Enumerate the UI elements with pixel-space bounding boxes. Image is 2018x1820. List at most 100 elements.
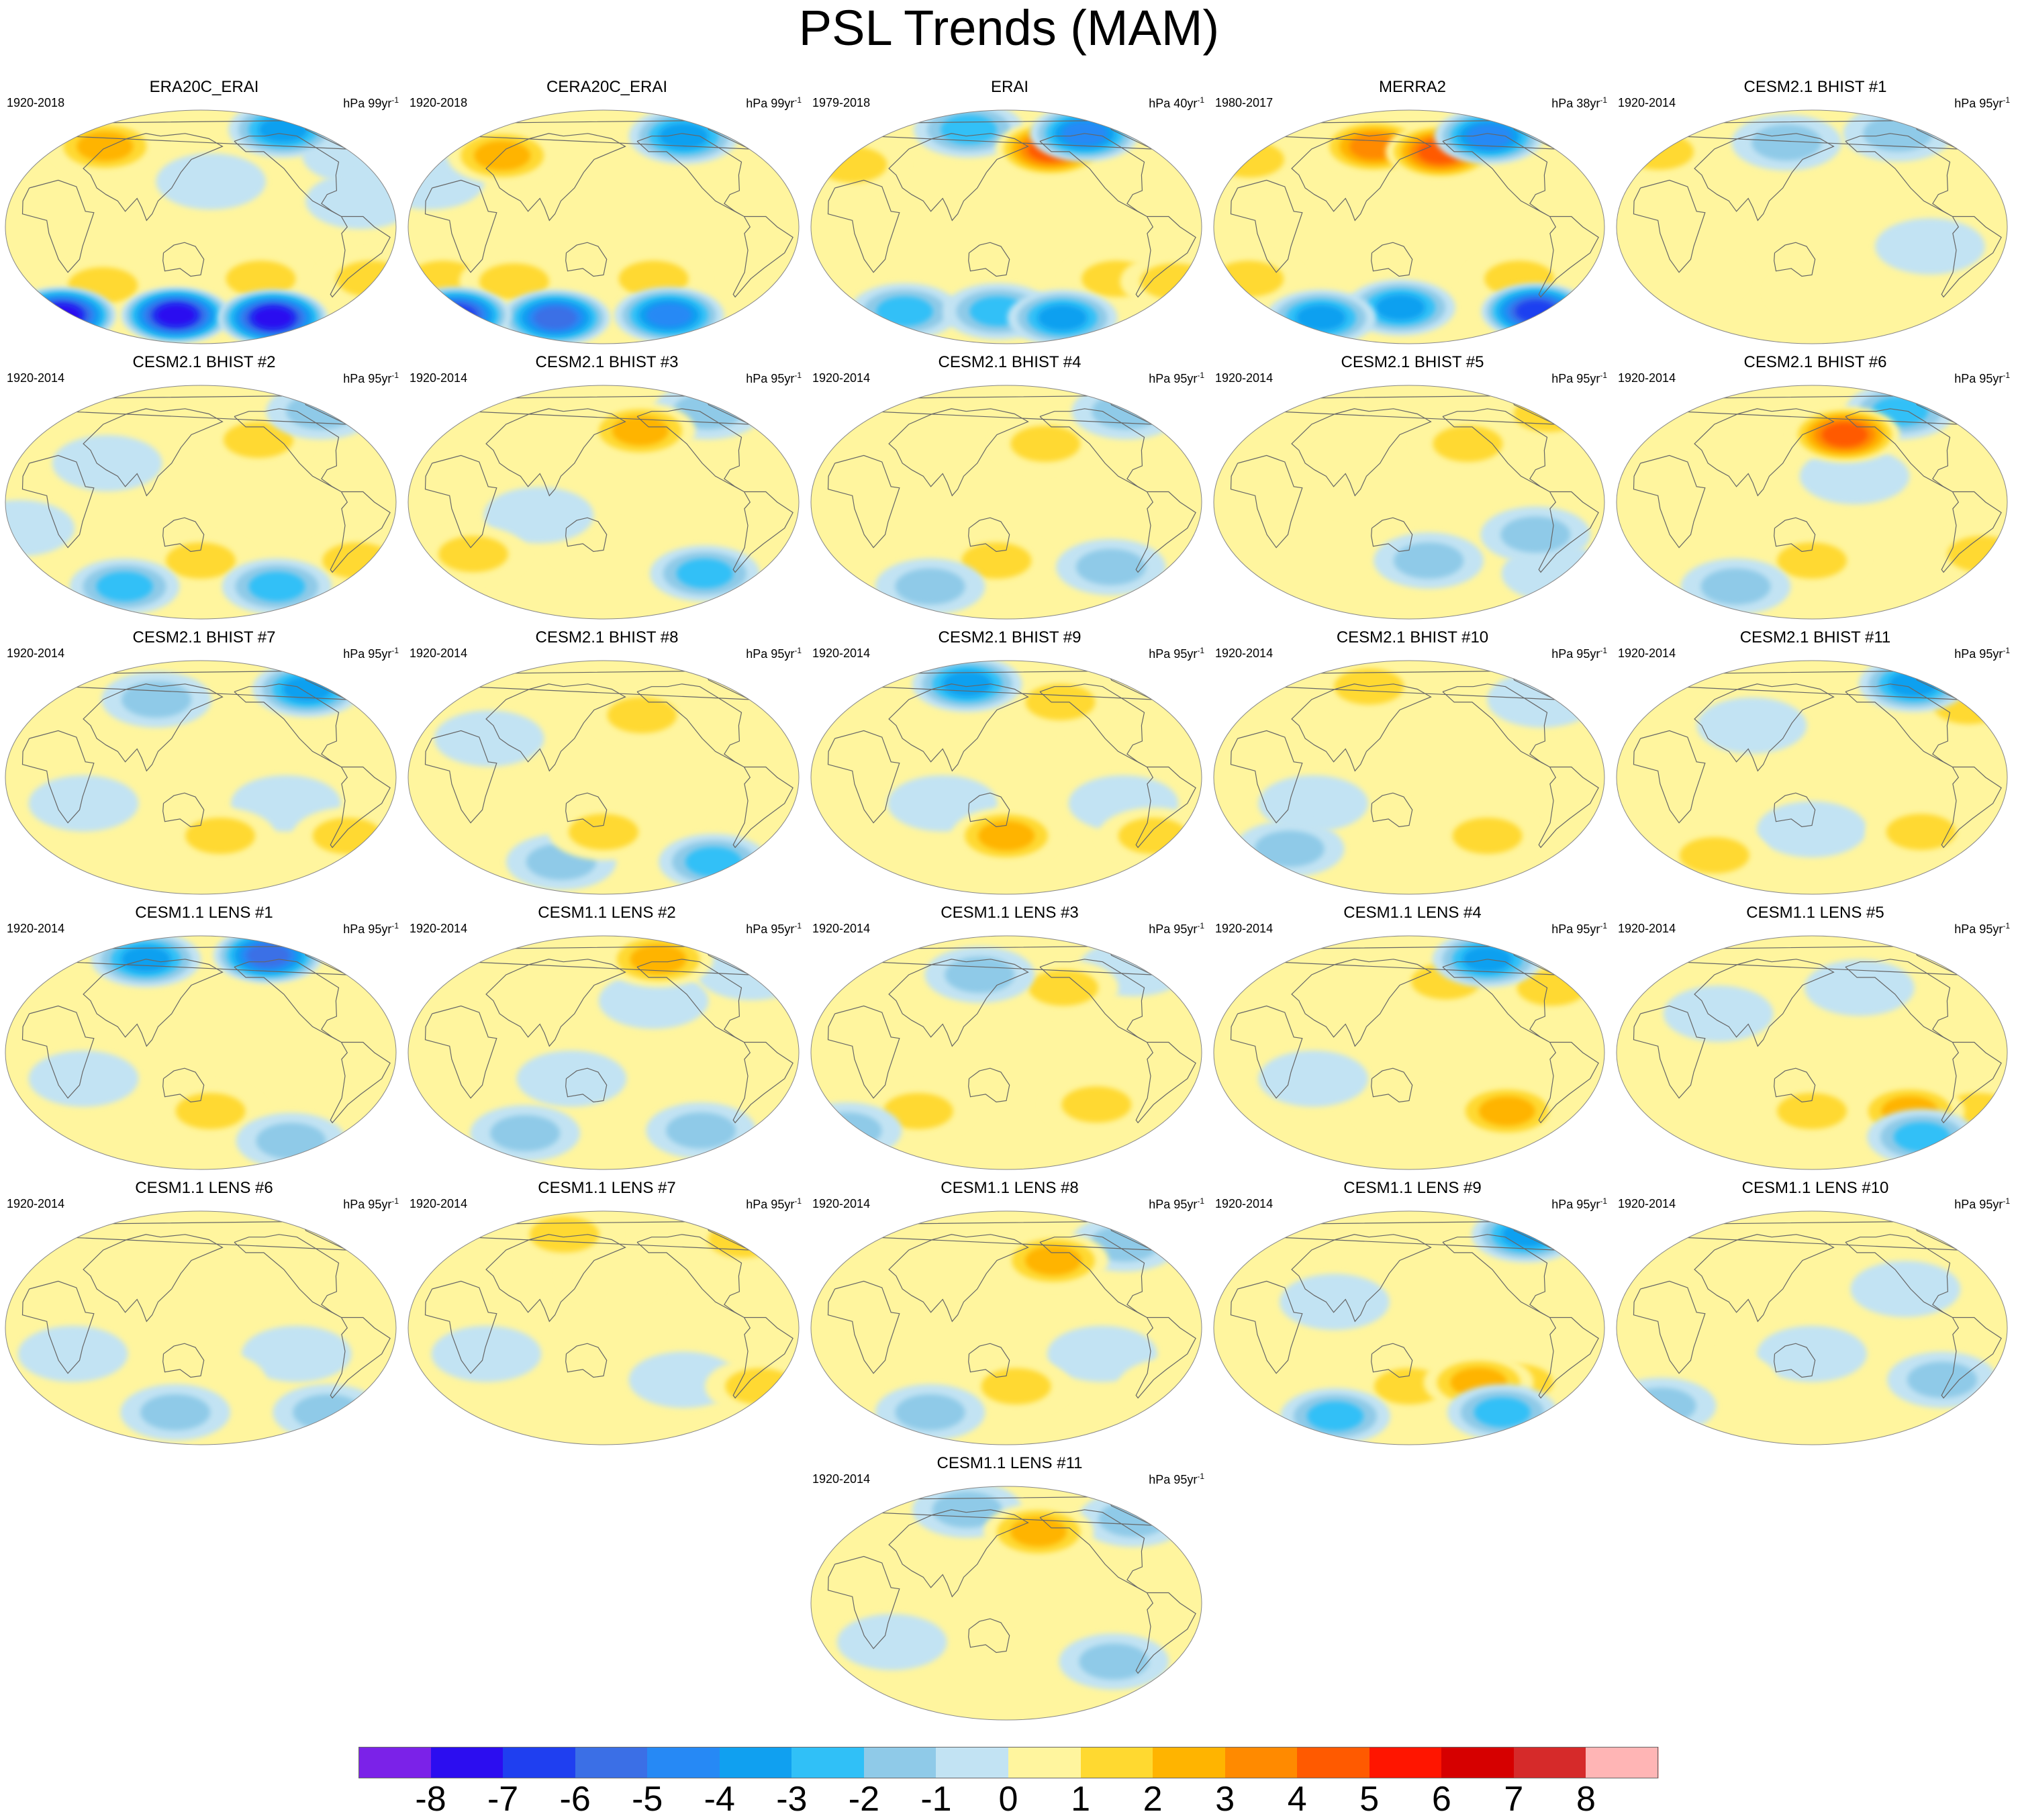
coastline: [83, 133, 224, 222]
coastline: [1135, 1316, 1196, 1399]
contour-level: [951, 1633, 1061, 1690]
contour-level: [77, 132, 134, 162]
coastline: [732, 215, 794, 298]
panel-title: CESM2.1 BHIST #7: [132, 628, 276, 646]
contour-level: [1500, 516, 1571, 553]
contour-level: [612, 416, 669, 446]
coastline: [1135, 1592, 1196, 1674]
panel-units: hPa 95yr-1: [343, 371, 399, 385]
contour-level: [696, 944, 799, 1001]
colorbar-tick-label: 4: [1287, 1780, 1307, 1819]
map-panel-lens1: CESM1.1 LENS #1 1920-2014 hPa 95yr-1: [3, 904, 405, 1172]
contour-level: [1700, 568, 1771, 605]
panel-title: CESM2.1 BHIST #8: [535, 628, 679, 646]
panel-units: hPa 95yr-1: [746, 371, 802, 385]
map-outline: [810, 660, 1202, 895]
coastline: [1442, 133, 1550, 218]
contour-level: [96, 571, 153, 602]
contour-level: [529, 1216, 599, 1253]
contour-level: [725, 1368, 796, 1404]
contour-level: [1636, 250, 1747, 307]
contour-level: [1888, 671, 1939, 698]
colorbar-swatch: [719, 1747, 792, 1778]
panel-period: 1979-2018: [812, 96, 871, 109]
coastline: [330, 1041, 391, 1124]
colorbar-tick-label: 5: [1359, 1780, 1380, 1819]
coastline: [636, 683, 744, 768]
map-contour-plot: [5, 1210, 397, 1445]
coastline: [888, 408, 1029, 497]
map-panel-lens8: CESM1.1 LENS #8 1920-2014 hPa 95yr-1: [808, 1179, 1211, 1447]
panel-title: CESM2.1 BHIST #2: [132, 353, 276, 371]
contour-level: [122, 681, 191, 718]
map-contour-plot: [407, 385, 800, 620]
colorbar-tick-label: 6: [1431, 1780, 1451, 1819]
panel-period: 1920-2014: [1215, 371, 1274, 385]
coastline: [1135, 1041, 1196, 1124]
coastline: [1538, 1041, 1599, 1124]
coastline: [1774, 1343, 1816, 1378]
contour-level: [185, 818, 256, 854]
panel-period: 1920-2014: [1215, 922, 1274, 935]
coastline: [1230, 1005, 1303, 1099]
map-contour-plot: [1616, 660, 2008, 895]
contour-level: [1777, 542, 1847, 579]
coastline: [827, 179, 900, 273]
map-outline: [1616, 935, 2008, 1170]
panel-units: hPa 95yr-1: [1954, 921, 2010, 936]
panel-units: hPa 95yr-1: [746, 921, 802, 936]
coastline: [1291, 959, 1432, 1047]
coastline: [63, 395, 348, 425]
coastline: [330, 215, 391, 298]
panel-units: hPa 95yr-1: [746, 646, 802, 661]
coastline: [83, 408, 224, 497]
coastline: [565, 242, 608, 277]
map-contour-plot: [1213, 385, 1605, 620]
map-panel-erai: ERAI 1979-2018 hPa 40yr-1: [808, 78, 1211, 346]
coastline: [968, 1067, 1010, 1103]
contour-level: [1037, 304, 1088, 331]
panel-units: hPa 95yr-1: [1149, 1196, 1204, 1211]
colorbar-tick-label: 1: [1071, 1780, 1090, 1819]
panel-period: 1920-2014: [1618, 646, 1676, 660]
coastline: [1135, 215, 1196, 298]
coastline: [234, 133, 342, 218]
coastline: [424, 454, 497, 548]
contour-level: [1799, 448, 1910, 505]
map-contour-plot: [5, 385, 397, 620]
coastline: [234, 683, 342, 768]
map-outline: [810, 385, 1202, 620]
colorbar-swatch: [1513, 1747, 1587, 1778]
contour-level: [241, 1325, 352, 1382]
panel-units: hPa 95yr-1: [1149, 1472, 1204, 1486]
contour-level: [1663, 986, 1774, 1042]
map-outline: [810, 1486, 1202, 1721]
coastline: [21, 179, 95, 273]
panel-title: CESM2.1 BHIST #10: [1336, 628, 1489, 646]
panel-units: hPa 95yr-1: [1954, 646, 2010, 661]
map-outline: [1213, 935, 1605, 1170]
coastline: [63, 945, 348, 975]
contour-level: [534, 306, 577, 330]
colorbar-swatch: [1441, 1747, 1515, 1778]
coastline: [485, 683, 626, 772]
page-title: PSL Trends (MAM): [798, 0, 1220, 56]
panel-units: hPa 95yr-1: [343, 921, 399, 936]
colorbar-swatch: [1586, 1747, 1659, 1778]
coastline: [1291, 133, 1432, 222]
contour-level: [666, 1112, 736, 1149]
map-outline: [1213, 385, 1605, 620]
coastline: [424, 179, 497, 273]
colorbar-tick-label: 2: [1143, 1780, 1163, 1819]
panel-units: hPa 95yr-1: [1149, 921, 1204, 936]
map-contour-plot: [5, 935, 397, 1170]
map-panel-lens11: CESM1.1 LENS #11 1920-2014 hPa 95yr-1: [808, 1454, 1211, 1723]
map-outline: [1213, 109, 1605, 344]
coastline: [1633, 179, 1706, 273]
panel-title: CESM2.1 BHIST #6: [1743, 353, 1887, 371]
contour-level: [1079, 1643, 1149, 1680]
panel-units: hPa 95yr-1: [1149, 371, 1204, 385]
map-panel-bhist10: CESM2.1 BHIST #10 1920-2014 hPa 95yr-1: [1211, 628, 1614, 897]
contour-level: [1376, 294, 1425, 321]
coastline: [827, 1005, 900, 1099]
